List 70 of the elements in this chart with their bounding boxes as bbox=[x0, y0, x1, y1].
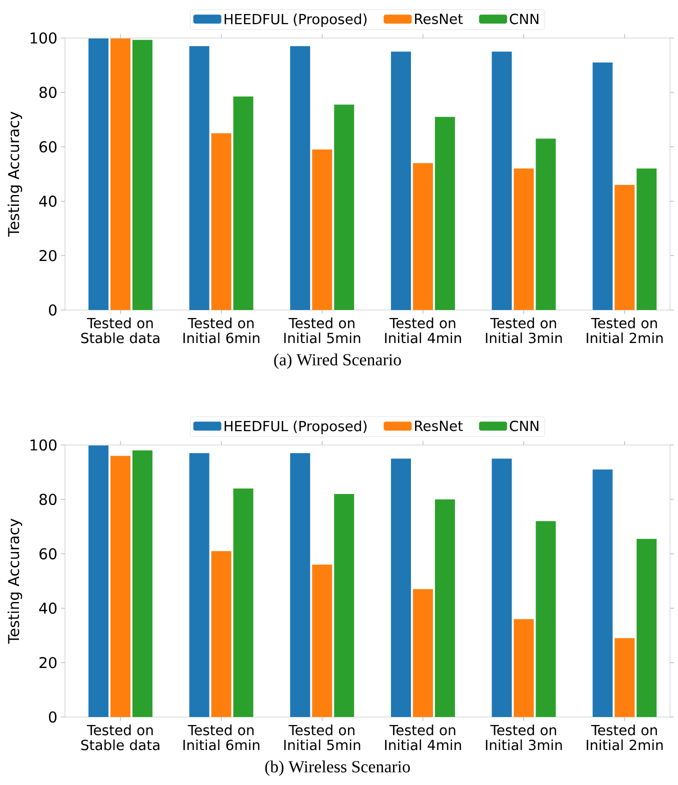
legend-label: ResNet bbox=[415, 420, 463, 432]
y-tick-label: 100 bbox=[30, 32, 57, 44]
legend-label: ResNet bbox=[415, 14, 463, 24]
y-tick-label: 0 bbox=[48, 711, 57, 723]
bar bbox=[189, 46, 210, 310]
legend-label: HEEDFUL (Proposed) bbox=[224, 420, 367, 434]
y-axis-title: Testing Accuracy bbox=[8, 112, 22, 237]
y-tick-label: 100 bbox=[30, 439, 57, 451]
y-tick-label: 80 bbox=[40, 494, 57, 506]
bar bbox=[434, 499, 455, 717]
bar bbox=[434, 116, 455, 310]
bar bbox=[132, 40, 152, 310]
bar bbox=[290, 46, 310, 310]
x-tick-label: Tested on Initial 3min bbox=[486, 724, 562, 750]
y-tick-label: 60 bbox=[40, 548, 57, 560]
bar bbox=[334, 494, 354, 717]
y-tick-label: 60 bbox=[40, 141, 57, 152]
bar bbox=[636, 168, 657, 310]
x-tick-label: Tested on Initial 3min bbox=[486, 318, 562, 344]
y-axis-title: Testing Accuracy bbox=[8, 518, 22, 644]
bar bbox=[88, 446, 108, 717]
x-tick-label: Tested on Initial 6min bbox=[183, 318, 260, 344]
bar bbox=[412, 163, 433, 310]
text: (b) Wireless Scenario bbox=[265, 760, 410, 776]
legend-label: CNN bbox=[510, 14, 538, 24]
y-tick-label: 40 bbox=[39, 196, 57, 207]
bar bbox=[88, 38, 108, 310]
bar bbox=[110, 38, 130, 310]
bar bbox=[592, 469, 613, 717]
x-tick-label: Tested on Initial 2min bbox=[586, 318, 663, 344]
bar bbox=[110, 456, 130, 717]
y-tick-label: 80 bbox=[40, 86, 57, 98]
bar bbox=[312, 150, 332, 310]
bar bbox=[614, 638, 635, 717]
bar bbox=[312, 564, 332, 717]
y-tick-label: 20 bbox=[40, 656, 57, 668]
x-tick-label: Tested on Stable data bbox=[81, 724, 160, 750]
bar bbox=[390, 458, 411, 717]
x-tick-label: Tested on Initial 2min bbox=[586, 724, 663, 750]
bar bbox=[492, 458, 512, 717]
text: (a) Wired Scenario bbox=[274, 354, 401, 369]
bar bbox=[636, 538, 657, 717]
bar bbox=[492, 52, 512, 310]
bar bbox=[290, 453, 310, 717]
y-tick-label: 0 bbox=[48, 304, 57, 316]
x-tick-label: Tested on Initial 5min bbox=[284, 724, 360, 750]
bar bbox=[536, 138, 556, 310]
x-tick-label: Tested on Initial 4min bbox=[385, 724, 462, 750]
bar bbox=[211, 133, 232, 310]
bar bbox=[592, 62, 613, 310]
x-tick-label: Tested on Initial 5min bbox=[284, 318, 360, 344]
y-tick-label: 20 bbox=[40, 250, 57, 262]
x-tick-label: Tested on Initial 4min bbox=[385, 318, 462, 344]
bar bbox=[412, 589, 433, 717]
bar bbox=[614, 184, 635, 310]
bar bbox=[132, 450, 152, 717]
bar bbox=[536, 521, 556, 717]
bar bbox=[211, 551, 232, 717]
legend-label: HEEDFUL (Proposed) bbox=[224, 14, 367, 28]
y-tick-label: 40 bbox=[39, 602, 57, 614]
x-tick-label: Tested on Stable data bbox=[81, 318, 160, 344]
bar bbox=[334, 104, 354, 310]
bar bbox=[233, 96, 254, 310]
bar bbox=[514, 168, 534, 310]
bar bbox=[390, 52, 411, 310]
bar bbox=[189, 453, 210, 717]
legend-label: CNN bbox=[510, 420, 538, 432]
x-tick-label: Tested on Initial 6min bbox=[183, 724, 260, 750]
bar bbox=[233, 488, 254, 717]
bar bbox=[514, 619, 534, 717]
